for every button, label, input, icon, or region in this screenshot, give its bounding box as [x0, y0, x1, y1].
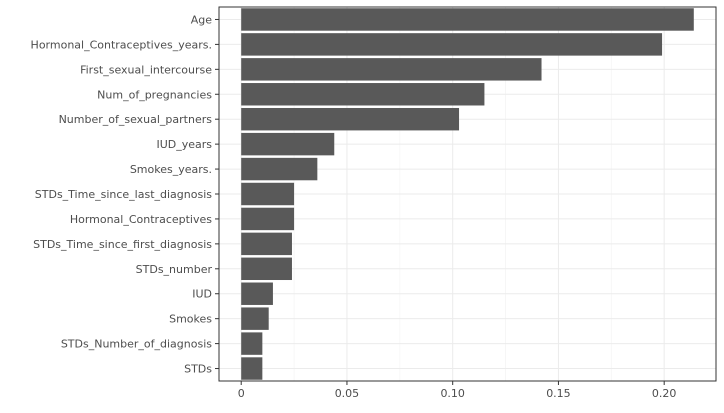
bar-Smokes_years.	[241, 157, 318, 181]
y-tick-label: IUD	[192, 288, 212, 301]
bar-Num_of_pregnancies	[241, 83, 485, 106]
y-tick-label: Num_of_pregnancies	[97, 88, 212, 101]
x-tick-label: 0	[238, 387, 245, 400]
bar-IUD_years	[241, 132, 335, 156]
y-tick-label: Smokes_years.	[130, 163, 212, 176]
bar-STDs	[241, 357, 263, 380]
bar-IUD	[241, 282, 273, 305]
bars	[241, 8, 694, 380]
bar-Hormonal_Contraceptives	[241, 207, 295, 231]
bar-STDs_Time_since_last_diagnosis	[241, 182, 295, 206]
x-tick-label: 0.15	[546, 387, 571, 400]
x-tick-label: 0.20	[652, 387, 677, 400]
y-tick-label: STDs_Time_since_first_diagnosis	[33, 238, 212, 251]
y-tick-label: Smokes	[169, 313, 212, 326]
y-tick-label: STDs_Time_since_last_diagnosis	[35, 188, 212, 201]
bar-STDs_number	[241, 257, 292, 281]
y-tick-label: Hormonal_Contraceptives	[70, 213, 212, 226]
bar-STDs_Number_of_diagnosis	[241, 332, 263, 355]
bar-Age	[241, 8, 694, 31]
bar-STDs_Time_since_first_diagnosis	[241, 232, 292, 256]
bar-Hormonal_Contraceptives_years.	[241, 33, 663, 56]
y-tick-label: Hormonal_Contraceptives_years.	[31, 38, 212, 51]
x-tick-label: 0.05	[335, 387, 360, 400]
bar-Number_of_sexual_partners	[241, 107, 460, 131]
x-axis: 0 0.05 0.10 0.15 0.20	[238, 381, 677, 400]
y-tick-label: First_sexual_intercourse	[80, 63, 212, 76]
y-tick-label: Number_of_sexual_partners	[59, 113, 213, 126]
y-tick-label: Age	[191, 13, 213, 26]
y-axis: Age Hormonal_Contraceptives_years. First_s…	[31, 13, 219, 376]
y-tick-label: STDs	[184, 363, 212, 376]
bar-First_sexual_intercourse	[241, 58, 542, 81]
y-tick-label: STDs_number	[136, 263, 213, 276]
y-tick-label: STDs_Number_of_diagnosis	[61, 338, 212, 351]
y-tick-label: IUD_years	[156, 138, 212, 151]
bar-Smokes	[241, 307, 269, 330]
x-tick-label: 0.10	[440, 387, 465, 400]
